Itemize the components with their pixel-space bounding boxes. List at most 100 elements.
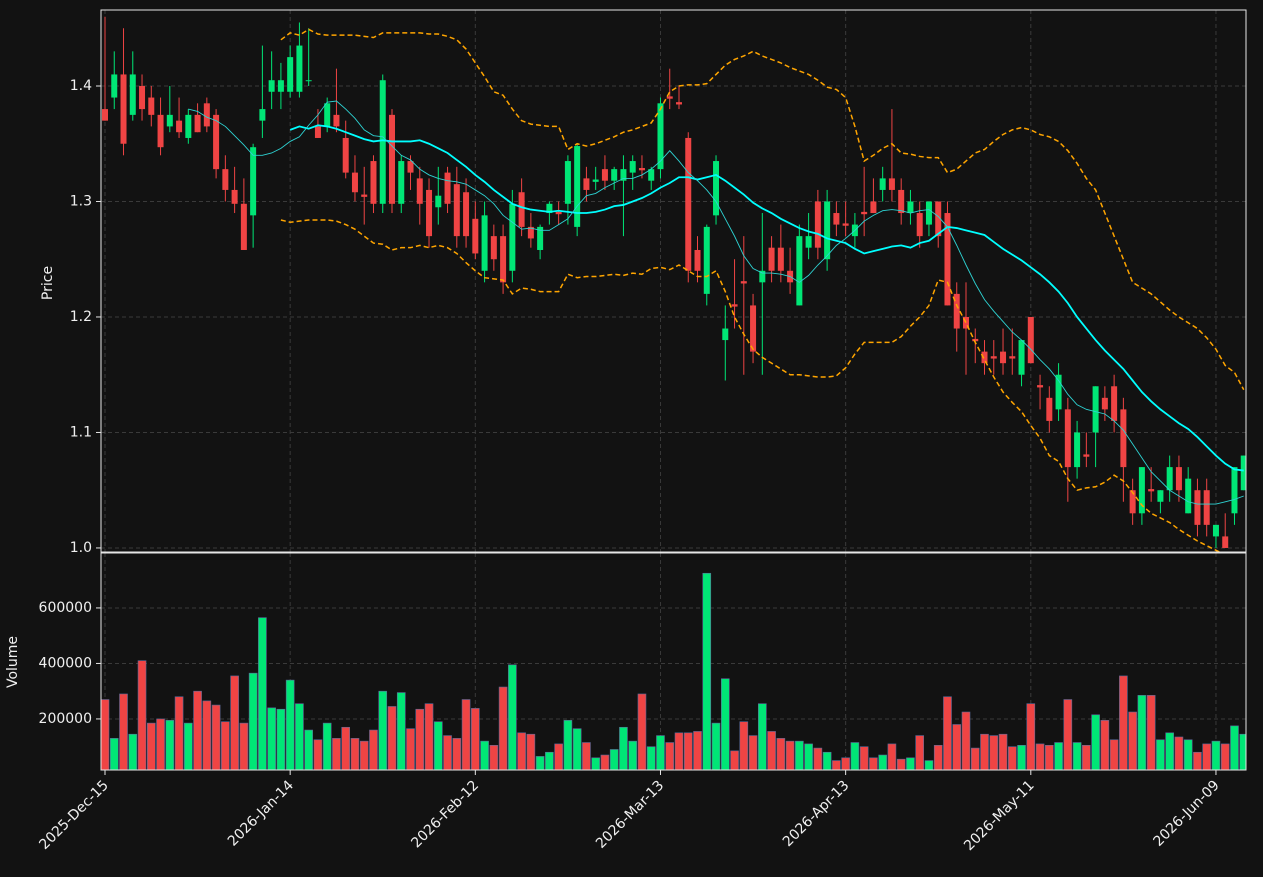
candle-body [527, 226, 534, 239]
volume-bar [230, 675, 239, 770]
volume-bar [378, 690, 388, 770]
candle-body [351, 172, 358, 193]
candle-body [1027, 316, 1034, 364]
candle-body [435, 195, 442, 208]
volume-panel [101, 572, 1246, 770]
candle-body [972, 338, 979, 342]
candle-body [1083, 454, 1090, 457]
candle-body [555, 211, 562, 215]
candle-body [722, 328, 729, 341]
volume-bar [433, 721, 443, 770]
volume-bar [184, 722, 193, 770]
candle-body [314, 126, 321, 138]
candle-body [500, 236, 507, 283]
volume-bar [322, 722, 332, 770]
candle-body [1037, 385, 1044, 388]
x-tick-label: 2026-Feb-12 [408, 778, 482, 852]
candle-body [796, 236, 803, 306]
candle-body [1157, 490, 1164, 502]
candle-body [129, 74, 136, 115]
candle-body [537, 226, 544, 250]
candle-body [416, 178, 423, 204]
volume-bar [1100, 720, 1110, 770]
candle-body [361, 194, 368, 197]
x-tick-label: 2025-Dec-15 [36, 778, 111, 853]
volume-bar [1193, 751, 1202, 770]
candle-body [388, 114, 395, 204]
volume-bar [952, 724, 962, 770]
price-axis-label: Price [40, 266, 56, 300]
volume-bar [841, 757, 850, 770]
volume-bar [1146, 695, 1156, 770]
band-line [280, 219, 1222, 552]
volume-bar [174, 696, 184, 770]
volume-bar [785, 740, 795, 770]
volume-bar [683, 732, 693, 770]
volume-bar [137, 660, 147, 770]
volume-bar [572, 728, 582, 770]
volume-bar [1239, 733, 1246, 770]
volume-bar [387, 706, 397, 770]
candle-body [333, 114, 340, 127]
volume-bar [1211, 740, 1221, 770]
candle-body [574, 146, 581, 227]
y-tick-label: 1.2 [70, 309, 92, 325]
candle-body [916, 213, 923, 237]
x-tick-label: 2026-Jun-09 [1151, 778, 1223, 850]
candle-body [453, 184, 460, 237]
candle-body [944, 213, 951, 306]
candle-body [824, 201, 831, 260]
volume-bar [609, 749, 619, 770]
candle-body [620, 169, 627, 181]
candle-body [1129, 490, 1136, 514]
volume-bar [1202, 743, 1212, 770]
volume-bar [276, 708, 286, 770]
candle-body [1092, 386, 1099, 433]
candle-body [1203, 490, 1210, 525]
volume-bar [1165, 732, 1174, 770]
volume-bar [1026, 703, 1036, 770]
volume-bar [1035, 743, 1045, 770]
y-tick-label: 400000 [39, 655, 92, 671]
candle-body [583, 178, 590, 190]
volume-bar [795, 740, 804, 770]
volume-bar [1091, 714, 1100, 770]
volume-bar [674, 732, 684, 770]
candle-body [1166, 467, 1173, 491]
candle-body [879, 178, 886, 190]
volume-bar [1174, 736, 1184, 770]
candle-body [213, 114, 220, 170]
volume-bar [424, 703, 434, 770]
grid [101, 10, 1246, 770]
volume-bar [248, 672, 258, 770]
volume-bar [1128, 711, 1137, 770]
volume-bar [119, 693, 128, 770]
candle-body [490, 236, 497, 260]
candle-body [564, 161, 571, 204]
candle-body [259, 109, 266, 121]
candle-body [305, 80, 312, 82]
candle-body [703, 226, 710, 294]
candle-body [509, 203, 516, 271]
candle-body [546, 203, 553, 214]
x-tick-label: 2026-Mar-13 [593, 778, 667, 852]
volume-axis-label: Volume [5, 636, 21, 688]
candle-body [1240, 455, 1246, 491]
candle-body [666, 96, 673, 99]
volume-bar [878, 754, 887, 770]
candle-body [1148, 489, 1155, 492]
candle-body [250, 147, 257, 216]
volume-bar [211, 704, 221, 770]
candle-body [287, 57, 294, 92]
volume-bar [101, 699, 110, 770]
volume-bar [563, 720, 573, 770]
candle-body [925, 201, 932, 225]
volume-bar [813, 747, 823, 770]
volume-bar [767, 731, 776, 770]
volume-bar [832, 760, 841, 770]
candle-body [731, 304, 738, 307]
candle-body [277, 80, 284, 92]
candle-body [342, 137, 349, 173]
candle-body [296, 45, 303, 92]
